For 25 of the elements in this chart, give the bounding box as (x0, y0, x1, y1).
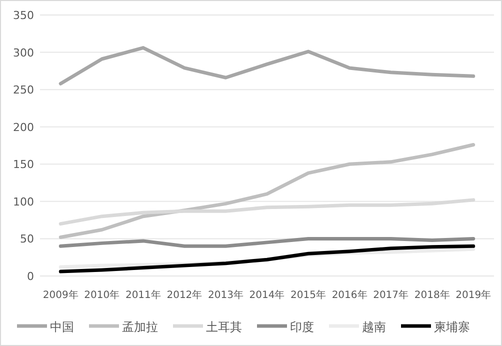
x-tick-label: 2011年 (125, 289, 161, 301)
y-tick-label: 100 (13, 195, 34, 208)
y-tick-label: 250 (13, 84, 34, 97)
x-tick-label: 2017年 (373, 289, 409, 301)
y-tick-label: 150 (13, 158, 34, 172)
x-tick-label: 2010年 (84, 289, 120, 301)
legend-label: 孟加拉 (122, 320, 158, 334)
y-tick-label: 50 (20, 232, 34, 246)
x-tick-label: 2012年 (166, 289, 202, 301)
legend-label: 中国 (50, 320, 74, 334)
legend-label: 土耳其 (206, 320, 242, 334)
x-tick-label: 2016年 (332, 289, 368, 301)
legend-label: 印度 (290, 320, 314, 334)
y-tick-label: 0 (27, 270, 34, 283)
x-tick-label: 2018年 (414, 289, 450, 301)
x-tick-label: 2009年 (42, 289, 78, 301)
legend-label: 柬埔寨 (434, 320, 470, 334)
x-tick-label: 2014年 (249, 289, 285, 301)
legend-label: 越南 (362, 320, 386, 334)
x-tick-label: 2015年 (290, 289, 326, 301)
y-tick-label: 350 (13, 9, 34, 22)
y-tick-label: 300 (13, 46, 34, 60)
x-tick-label: 2019年 (456, 289, 492, 301)
y-tick-label: 200 (13, 120, 34, 134)
x-tick-label: 2013年 (208, 289, 244, 301)
